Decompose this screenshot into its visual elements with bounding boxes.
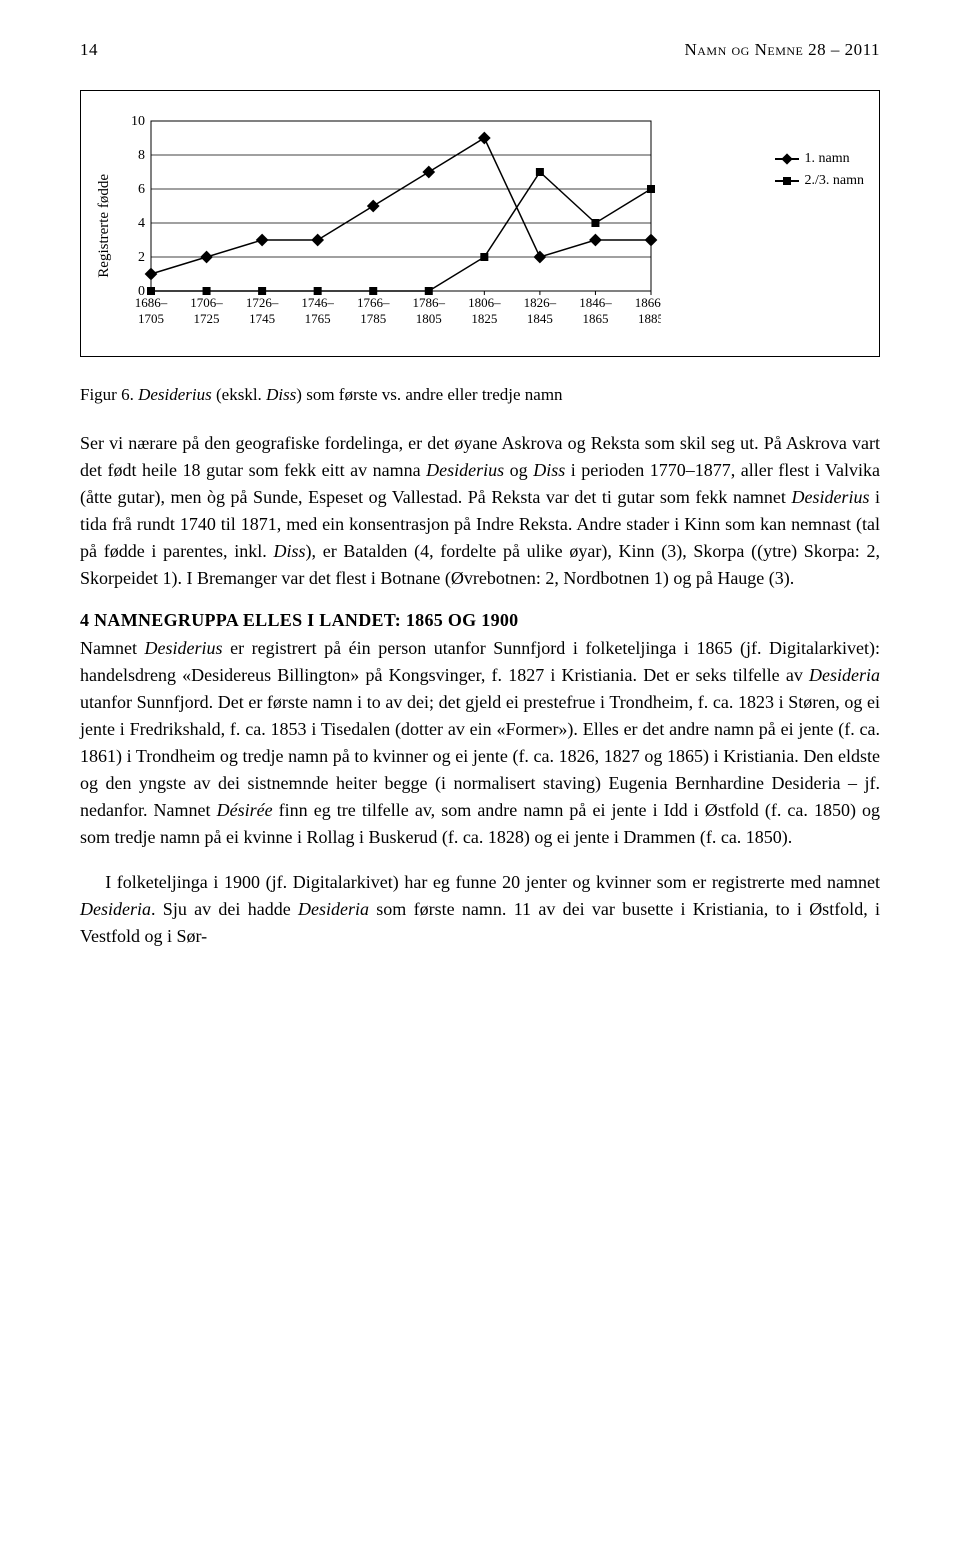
running-title: Namn og Nemne 28 – 2011 — [684, 40, 880, 60]
running-header: 14 Namn og Nemne 28 – 2011 — [80, 40, 880, 60]
svg-text:1846–: 1846– — [579, 295, 612, 310]
legend-label: 1. namn — [805, 151, 850, 167]
svg-text:1686–: 1686– — [135, 295, 168, 310]
body-paragraph: I folketeljinga i 1900 (jf. Digitalarkiv… — [80, 869, 880, 950]
svg-text:1746–: 1746– — [301, 295, 334, 310]
body-paragraph: Ser vi nærare på den geografiske fordeli… — [80, 430, 880, 592]
svg-text:1866–: 1866– — [635, 295, 661, 310]
svg-text:1826–: 1826– — [524, 295, 557, 310]
chart-legend: 1. namn 2./3. namn — [775, 151, 865, 195]
legend-label: 2./3. namn — [805, 173, 865, 189]
chart-figure: Registrerte fødde 02468101686–17051706–1… — [80, 90, 880, 357]
svg-text:2: 2 — [138, 250, 145, 265]
section-heading: 4 NAMNEGRUPPA ELLES I LANDET: 1865 OG 19… — [80, 610, 880, 631]
legend-item: 1. namn — [775, 151, 865, 167]
page-number: 14 — [80, 40, 98, 60]
svg-text:10: 10 — [131, 114, 145, 129]
diamond-icon — [775, 158, 799, 160]
y-axis-label: Registrerte fødde — [96, 174, 113, 278]
svg-text:1786–: 1786– — [413, 295, 446, 310]
svg-text:1745: 1745 — [249, 311, 275, 326]
svg-text:1725: 1725 — [194, 311, 220, 326]
svg-text:1785: 1785 — [360, 311, 386, 326]
figure-caption: Figur 6. Desiderius (ekskl. Diss) som fø… — [80, 382, 880, 408]
svg-text:6: 6 — [138, 182, 145, 197]
chart-plot: 02468101686–17051706–17251726–17451746–1… — [121, 111, 760, 341]
svg-text:1766–: 1766– — [357, 295, 390, 310]
svg-text:1865: 1865 — [582, 311, 608, 326]
legend-item: 2./3. namn — [775, 173, 865, 189]
svg-text:1805: 1805 — [416, 311, 442, 326]
svg-text:4: 4 — [138, 216, 145, 231]
svg-text:1845: 1845 — [527, 311, 553, 326]
svg-text:1706–: 1706– — [190, 295, 223, 310]
svg-text:1765: 1765 — [305, 311, 331, 326]
svg-text:1726–: 1726– — [246, 295, 279, 310]
body-paragraph: Namnet Desiderius er registrert på éin p… — [80, 635, 880, 851]
svg-text:1885: 1885 — [638, 311, 661, 326]
svg-text:1806–: 1806– — [468, 295, 501, 310]
square-icon — [775, 180, 799, 182]
chart-svg: 02468101686–17051706–17251726–17451746–1… — [121, 111, 661, 341]
svg-text:8: 8 — [138, 148, 145, 163]
svg-text:1825: 1825 — [471, 311, 497, 326]
svg-text:1705: 1705 — [138, 311, 164, 326]
